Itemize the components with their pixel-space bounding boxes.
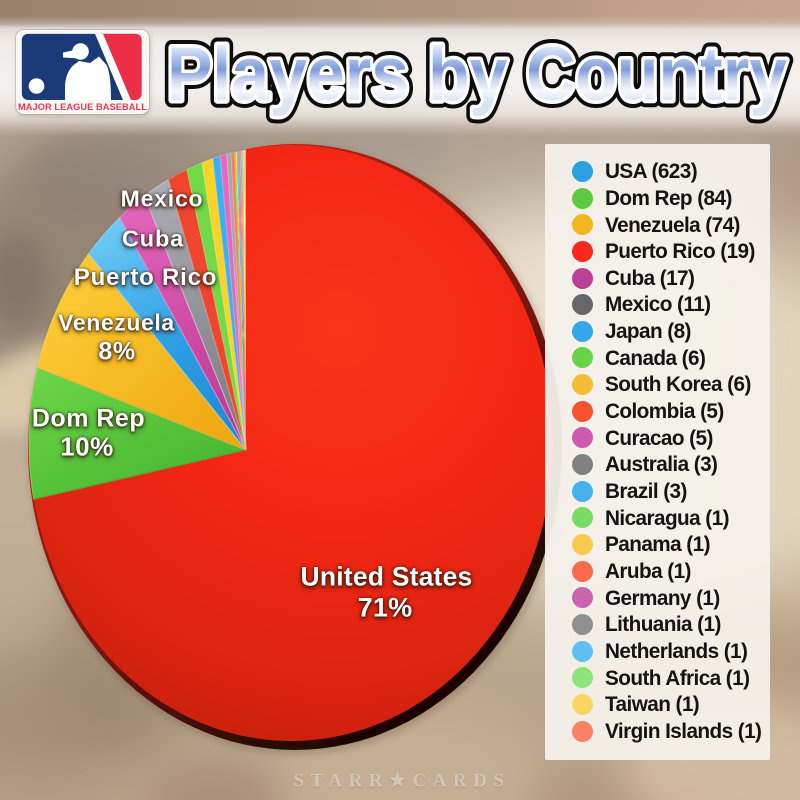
svg-text:Players by Country: Players by Country <box>167 32 787 117</box>
svg-text:Players by Country: Players by Country <box>167 32 787 117</box>
svg-text:Players by Country: Players by Country <box>167 32 787 117</box>
